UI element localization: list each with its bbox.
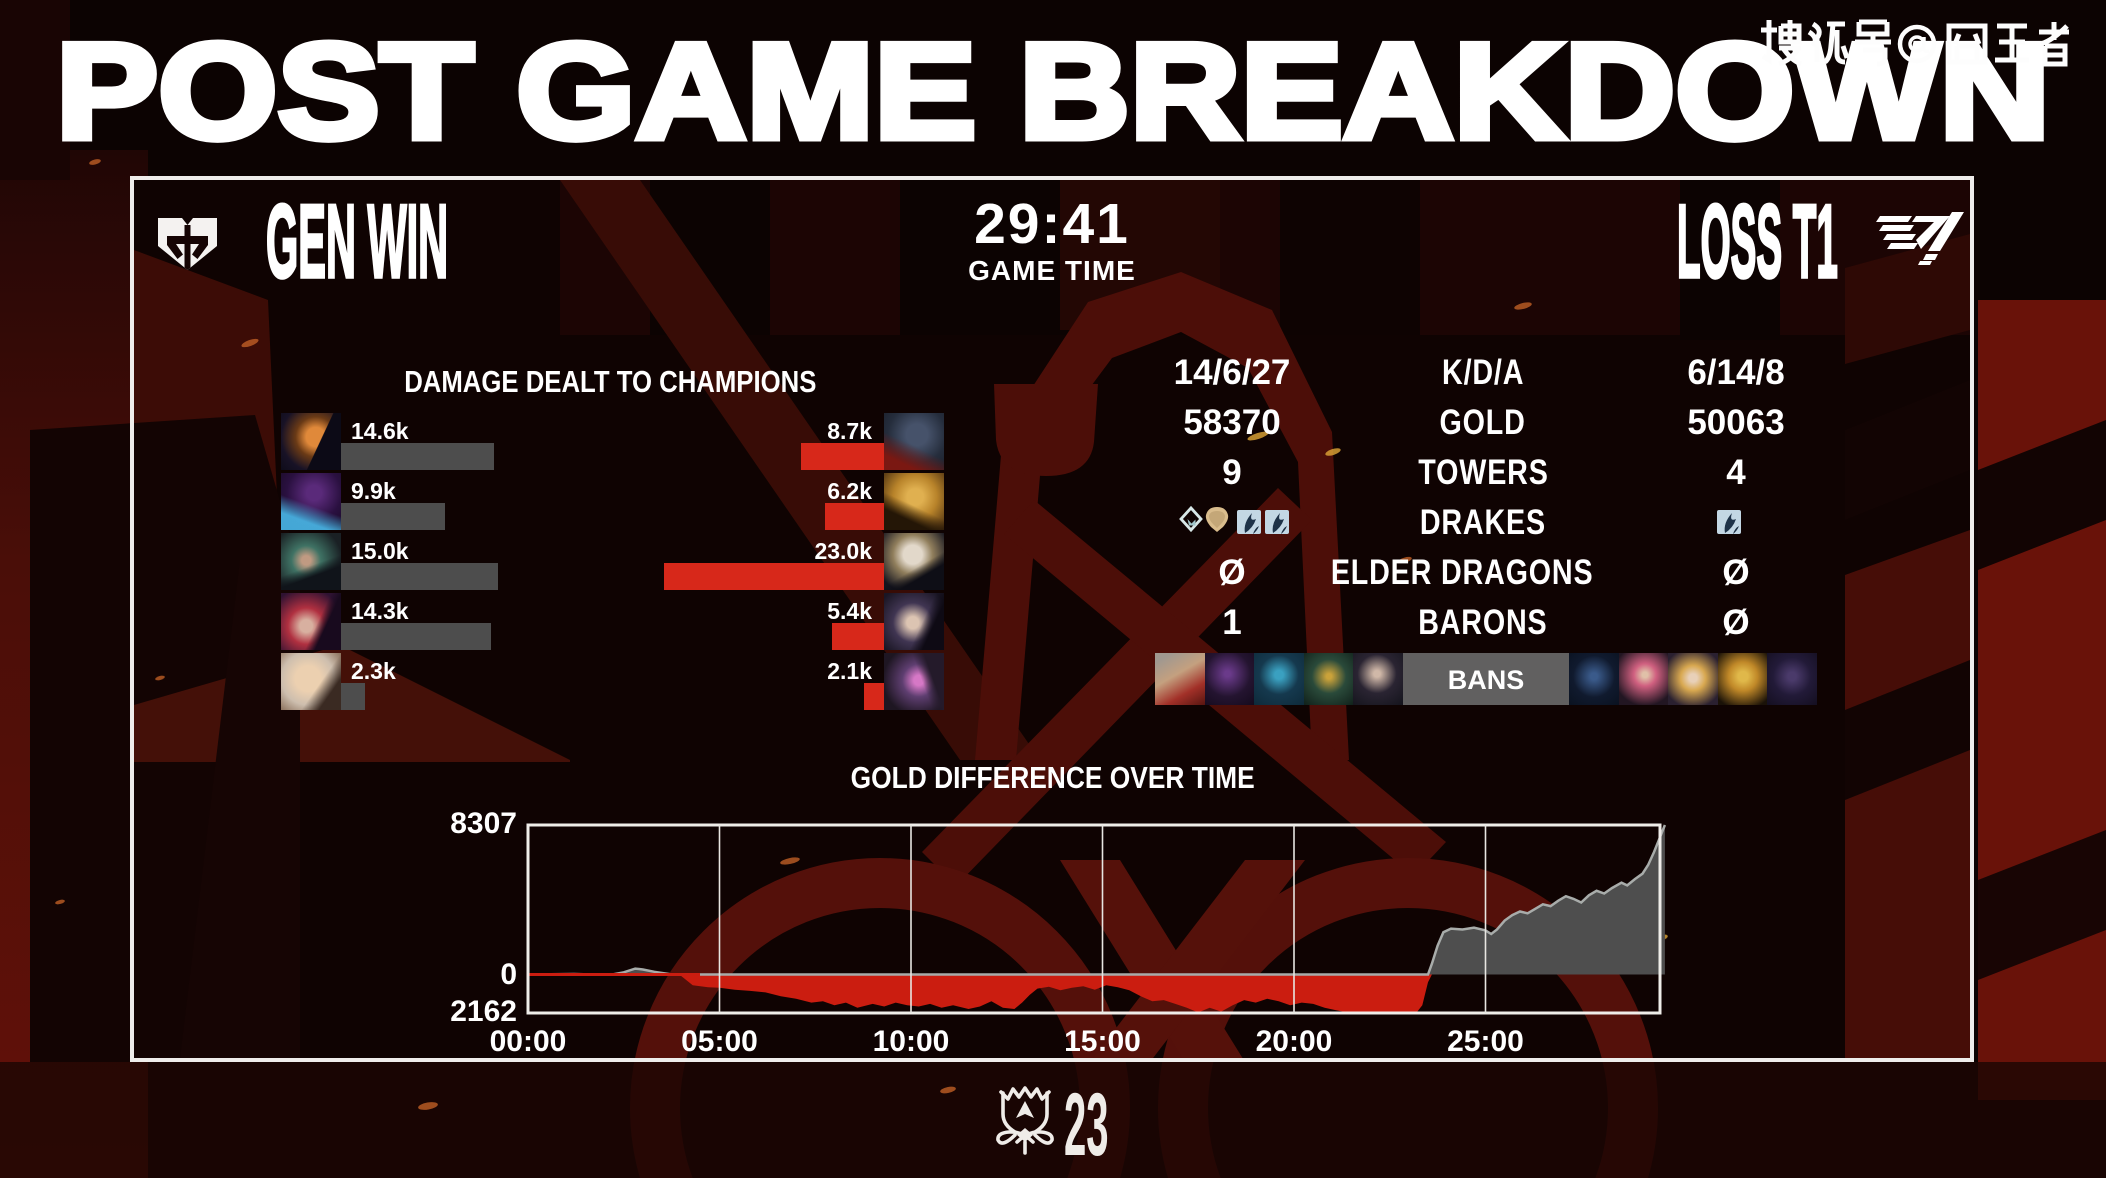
svg-text:10:00: 10:00: [873, 1025, 950, 1058]
svg-text:05:00: 05:00: [681, 1025, 758, 1058]
svg-text:15:00: 15:00: [1064, 1025, 1141, 1058]
svg-text:2162: 2162: [450, 995, 517, 1028]
svg-text:8307: 8307: [450, 807, 517, 840]
svg-text:20:00: 20:00: [1256, 1025, 1333, 1058]
svg-text:0: 0: [500, 958, 517, 991]
svg-text:25:00: 25:00: [1447, 1025, 1524, 1058]
svg-text:00:00: 00:00: [490, 1025, 567, 1058]
svg-text:23: 23: [1064, 1082, 1109, 1162]
